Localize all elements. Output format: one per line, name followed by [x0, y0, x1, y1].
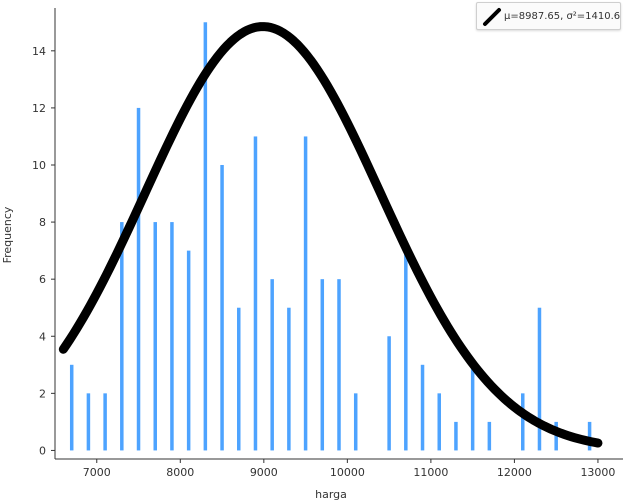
histogram-bar: [69, 364, 74, 451]
histogram-bar: [186, 250, 191, 451]
y-tick-label: 12: [32, 102, 46, 115]
histogram-bar: [353, 393, 358, 451]
y-axis-title: Frequency: [1, 206, 14, 263]
y-tick-label: 4: [39, 330, 46, 343]
x-tick-label: 13000: [580, 466, 615, 479]
histogram-bar: [287, 307, 291, 451]
histogram-bar: [120, 222, 124, 451]
y-tick-label: 10: [32, 159, 46, 172]
histogram-bar: [404, 250, 408, 451]
histogram-bar: [537, 307, 542, 451]
histogram-bar: [420, 364, 425, 451]
histogram-bar: [437, 393, 441, 451]
y-tick-label: 8: [39, 216, 46, 229]
legend-label: μ=8987.65, σ²=1410.6: [504, 11, 621, 22]
histogram-bar: [337, 279, 341, 451]
x-tick-label: 7000: [83, 466, 111, 479]
x-tick-label: 8000: [166, 466, 194, 479]
y-tick-label: 6: [39, 273, 46, 286]
x-tick-label: 10000: [330, 466, 365, 479]
histogram-bar: [237, 307, 241, 451]
legend-line-swatch: [483, 8, 501, 26]
y-tick-label: 0: [39, 444, 46, 457]
histogram-bar: [303, 136, 308, 451]
histogram-bar: [587, 421, 592, 451]
histogram-bar: [220, 164, 224, 451]
x-tick-label: 11000: [413, 466, 448, 479]
histogram-bar: [487, 421, 492, 451]
bars-layer: [69, 22, 592, 451]
histogram-bar: [253, 136, 258, 451]
y-tick-label: 14: [32, 45, 46, 58]
histogram-bar: [103, 393, 107, 451]
x-axis-title: harga: [315, 488, 347, 501]
histogram-bar: [153, 222, 157, 451]
normal-fit-curve: [58, 22, 603, 448]
histogram-bar: [170, 222, 174, 451]
histogram-bar: [521, 393, 525, 451]
axes-layer: 7000 8000 9000 10000 11000 12000 13000 0 2 4 6 8 10 1…: [32, 8, 623, 479]
histogram-bar: [454, 421, 458, 451]
histogram-bar: [136, 107, 141, 451]
histogram-bar: [203, 22, 208, 451]
x-tick-label: 12000: [497, 466, 532, 479]
x-tick-label: 9000: [250, 466, 278, 479]
legend: μ=8987.65, σ²=1410.6: [476, 2, 621, 30]
y-tick-label: 2: [39, 387, 46, 400]
histogram-bar: [270, 279, 274, 451]
histogram-bar: [86, 393, 91, 451]
histogram-bar: [387, 336, 391, 451]
histogram-bar: [470, 364, 475, 451]
histogram-bar: [320, 279, 325, 451]
